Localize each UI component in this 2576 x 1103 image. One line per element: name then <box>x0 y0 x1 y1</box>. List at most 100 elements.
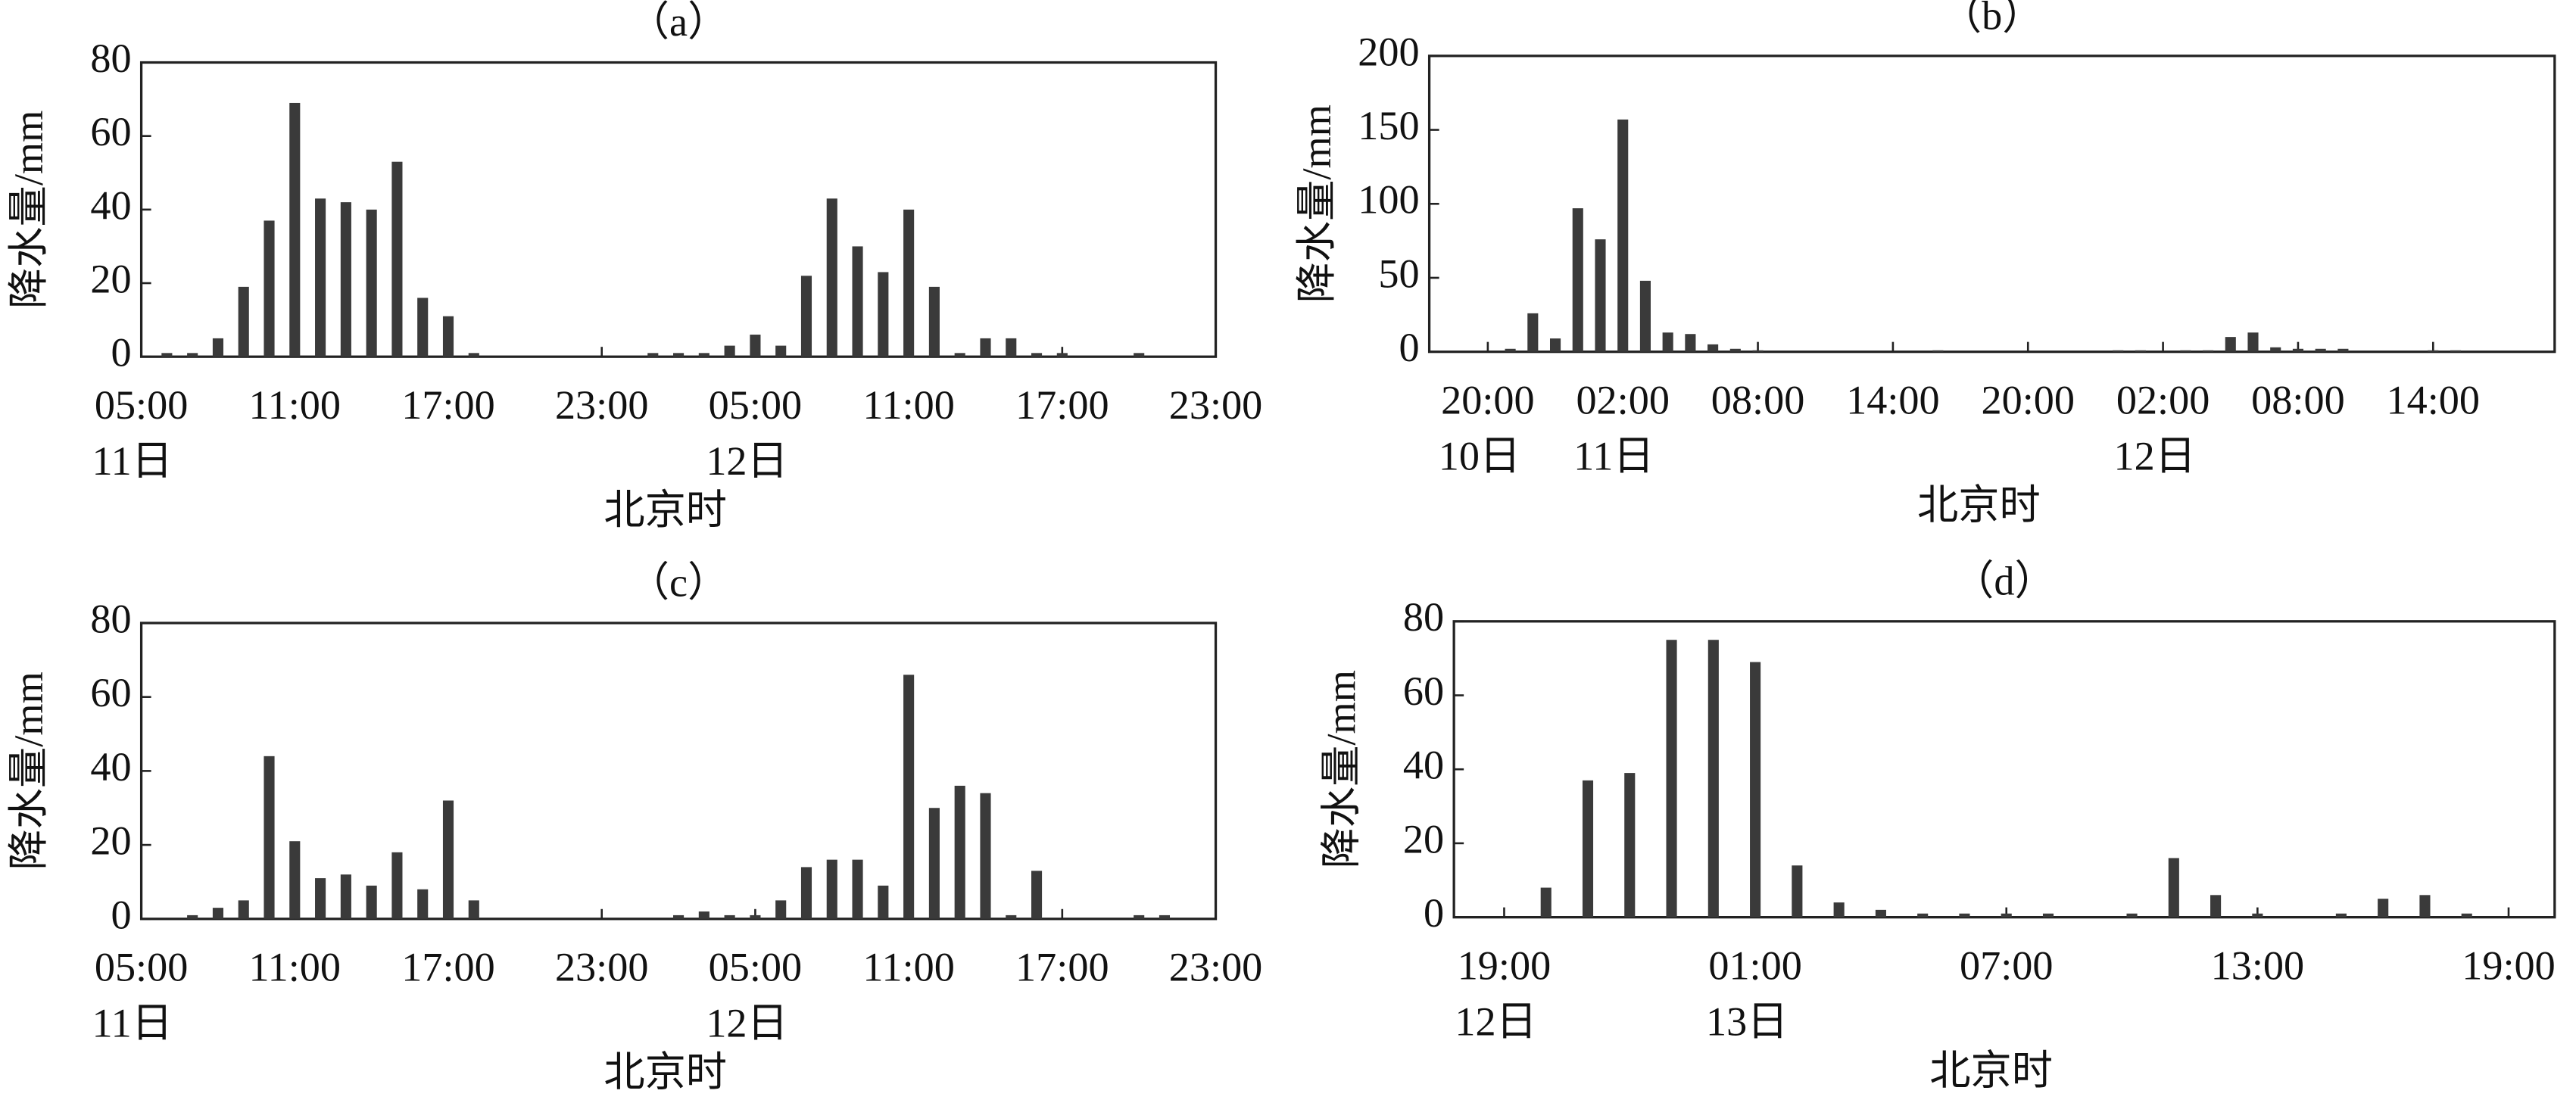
bar <box>2419 895 2431 918</box>
y-axis-label: 降水量/mm <box>6 111 51 309</box>
x-tick-label: 02:00 <box>2116 378 2210 423</box>
y-tick-label: 40 <box>90 182 131 228</box>
plot-frame <box>139 622 1218 921</box>
bar <box>1527 313 1539 352</box>
bar <box>954 785 965 919</box>
bar <box>750 914 761 919</box>
bar <box>724 914 735 919</box>
bar <box>366 885 377 919</box>
x-tick-label: 11:00 <box>249 945 341 990</box>
x-tick-label: 02:00 <box>1576 378 1670 423</box>
x-tick-label: 14:00 <box>1846 378 1940 423</box>
bar <box>212 338 223 357</box>
x-axis-label: 北京时 <box>1929 1048 2053 1094</box>
bar <box>340 202 351 357</box>
bar <box>340 874 351 919</box>
x-date-label: 10日 <box>1439 433 1520 478</box>
y-tick-label: 80 <box>90 36 131 81</box>
bar <box>2202 350 2214 352</box>
bar <box>698 911 709 919</box>
bar <box>1917 913 1929 918</box>
bar <box>1549 338 1561 352</box>
bar <box>238 286 249 357</box>
y-tick-label: 0 <box>1399 325 1419 370</box>
y-tick-label: 40 <box>90 744 131 790</box>
bar <box>442 316 454 357</box>
bar <box>468 900 479 919</box>
x-date-label: 12日 <box>1455 999 1536 1044</box>
bar <box>1792 865 1803 918</box>
bar <box>391 161 403 357</box>
bar <box>2428 350 2439 352</box>
bar <box>980 338 991 357</box>
bar <box>2461 913 2472 918</box>
x-tick-label: 23:00 <box>555 382 649 428</box>
bar <box>2210 895 2222 918</box>
bar <box>750 335 761 357</box>
bar <box>1932 350 1944 352</box>
bar <box>264 220 275 357</box>
bar <box>1540 887 1552 918</box>
y-tick-label: 0 <box>111 330 131 375</box>
bar <box>2315 348 2326 352</box>
x-date-label: 12日 <box>706 438 787 484</box>
bar <box>2378 899 2389 918</box>
y-tick-label: 0 <box>1424 890 1444 936</box>
x-axis-label: 北京时 <box>603 1050 727 1095</box>
bar <box>2126 913 2138 918</box>
x-tick-label: 05:00 <box>95 382 189 428</box>
x-tick-label: 19:00 <box>1458 943 1552 989</box>
bar <box>673 914 685 919</box>
bar <box>2180 350 2191 352</box>
x-date-label: 12日 <box>706 1001 787 1046</box>
bar <box>1707 344 1719 352</box>
bar <box>698 353 709 357</box>
bar <box>1582 780 1594 918</box>
bar <box>1031 353 1043 357</box>
x-tick-label: 13:00 <box>2211 943 2305 989</box>
y-tick-label: 60 <box>1403 668 1444 714</box>
bar <box>928 286 940 357</box>
bar <box>366 209 377 357</box>
y-tick-label: 80 <box>1403 594 1444 640</box>
y-axis-label: 降水量/mm <box>1318 670 1364 868</box>
bar <box>289 102 301 357</box>
x-tick-label: 05:00 <box>95 945 189 990</box>
bar <box>2135 350 2146 352</box>
y-tick-label: 0 <box>111 892 131 937</box>
bar <box>442 800 454 919</box>
bar <box>1752 350 1764 352</box>
x-tick-label: 08:00 <box>2251 378 2345 423</box>
y-tick-label: 80 <box>90 596 131 641</box>
bar <box>775 345 787 357</box>
y-tick-label: 40 <box>1403 743 1444 788</box>
bar <box>1617 119 1629 352</box>
bar <box>2247 332 2259 352</box>
bar <box>187 914 198 919</box>
x-tick-label: 23:00 <box>1169 382 1263 428</box>
bar <box>264 756 275 919</box>
y-tick-label: 20 <box>1403 816 1444 862</box>
bar <box>673 353 685 357</box>
bar <box>417 889 429 919</box>
bar <box>1134 353 1145 357</box>
y-tick-label: 50 <box>1378 251 1419 296</box>
panel-title: （c） <box>628 560 729 606</box>
bar <box>878 885 889 919</box>
y-axis-label: 降水量/mm <box>1294 104 1339 303</box>
bar <box>1750 662 1761 918</box>
y-tick-label: 60 <box>90 109 131 154</box>
bar <box>1134 914 1145 919</box>
bar <box>2042 913 2054 918</box>
bar <box>161 353 173 357</box>
bar <box>1959 913 1970 918</box>
x-tick-label: 01:00 <box>1708 943 1802 989</box>
x-date-label: 11日 <box>92 1001 173 1046</box>
bar <box>2335 913 2347 918</box>
x-tick-label: 11:00 <box>862 382 955 428</box>
x-tick-label: 20:00 <box>1441 378 1535 423</box>
x-axis-label: 北京时 <box>1917 483 2041 528</box>
x-tick-label: 17:00 <box>1015 945 1109 990</box>
bar <box>724 345 735 357</box>
